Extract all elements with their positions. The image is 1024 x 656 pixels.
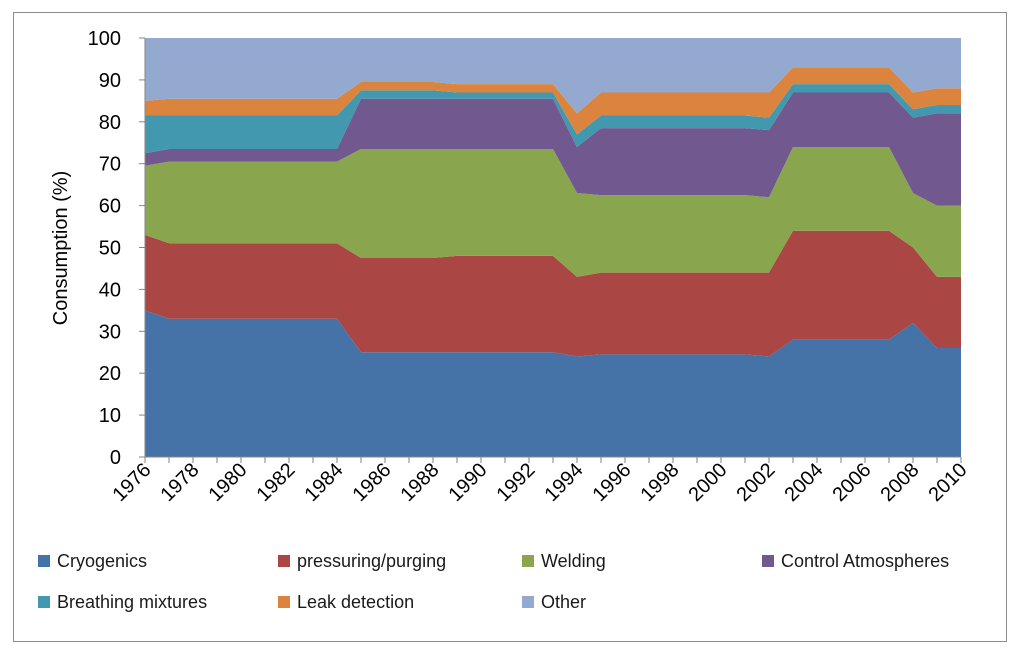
legend-item: Other [522, 591, 586, 613]
legend-swatch [278, 555, 290, 567]
legend-item: Breathing mixtures [38, 591, 207, 613]
y-tick-label: 60 [99, 196, 121, 218]
x-tick-label: 2010 [925, 459, 972, 506]
y-tick-label: 50 [99, 238, 121, 260]
legend-item: pressuring/purging [278, 550, 446, 572]
y-tick-label: 80 [99, 112, 121, 134]
area-pressuring-purging [145, 230, 961, 357]
y-tick-label: 10 [99, 405, 121, 427]
y-tick-label: 20 [99, 363, 121, 385]
area-welding [145, 146, 961, 277]
legend-label: Leak detection [297, 591, 415, 612]
area-control-atmospheres [145, 92, 961, 206]
x-tick-label: 2000 [685, 459, 732, 506]
y-tick-label: 0 [110, 447, 121, 469]
legend-label: Other [541, 591, 587, 612]
legend-label: Cryogenics [57, 550, 148, 571]
x-tick-label: 1990 [445, 459, 492, 506]
legend-swatch [38, 555, 50, 567]
y-tick-label: 70 [99, 154, 121, 176]
y-tick-label: 90 [99, 70, 121, 92]
x-tick-label: 1986 [349, 459, 396, 506]
y-tick-label: 30 [99, 321, 121, 343]
area-leak-detection [145, 67, 961, 135]
x-tick-label: 1994 [541, 459, 588, 506]
x-tick-label: 1984 [301, 459, 348, 506]
x-axis: 1976 1978 1980 1982 1984 1986 1988 1990 1992 1994… [109, 456, 972, 506]
x-tick-label: 1982 [253, 459, 300, 506]
area-breathing-mixtures [145, 84, 961, 154]
legend-swatch [522, 555, 534, 567]
legend-swatch [38, 596, 50, 608]
area-cryogenics [145, 310, 961, 457]
legend-label: pressuring/purging [297, 550, 447, 571]
legend-swatch [522, 596, 534, 608]
x-tick-label: 1988 [397, 459, 444, 506]
y-axis-label: Consumption (%) [50, 171, 72, 326]
x-tick-label: 1992 [493, 459, 540, 506]
legend-label: Control Atmospheres [781, 550, 950, 571]
x-tick-label: 1998 [637, 459, 684, 506]
legend-item: Control Atmospheres [762, 550, 949, 572]
x-tick-label: 2004 [781, 459, 828, 506]
series-areas [145, 38, 961, 457]
y-tick-label: 40 [99, 279, 121, 301]
legend-label: Welding [541, 550, 606, 571]
area-other [145, 38, 961, 114]
x-tick-label: 1980 [205, 459, 252, 506]
legend-item: Leak detection [278, 591, 414, 613]
y-tick-label: 100 [88, 28, 121, 50]
x-tick-label: 2002 [733, 459, 780, 506]
legend-item: Welding [522, 550, 606, 572]
legend-swatch [762, 555, 774, 567]
y-axis: 0 10 20 30 40 50 60 70 80 90 100 [88, 28, 146, 469]
x-tick-label: 1978 [157, 459, 204, 506]
legend-swatch [278, 596, 290, 608]
x-tick-label: 1996 [589, 459, 636, 506]
legend-label: Breathing mixtures [57, 591, 208, 612]
x-tick-label: 2006 [829, 459, 876, 506]
x-tick-label: 2008 [877, 459, 924, 506]
legend-item: Cryogenics [38, 550, 147, 572]
